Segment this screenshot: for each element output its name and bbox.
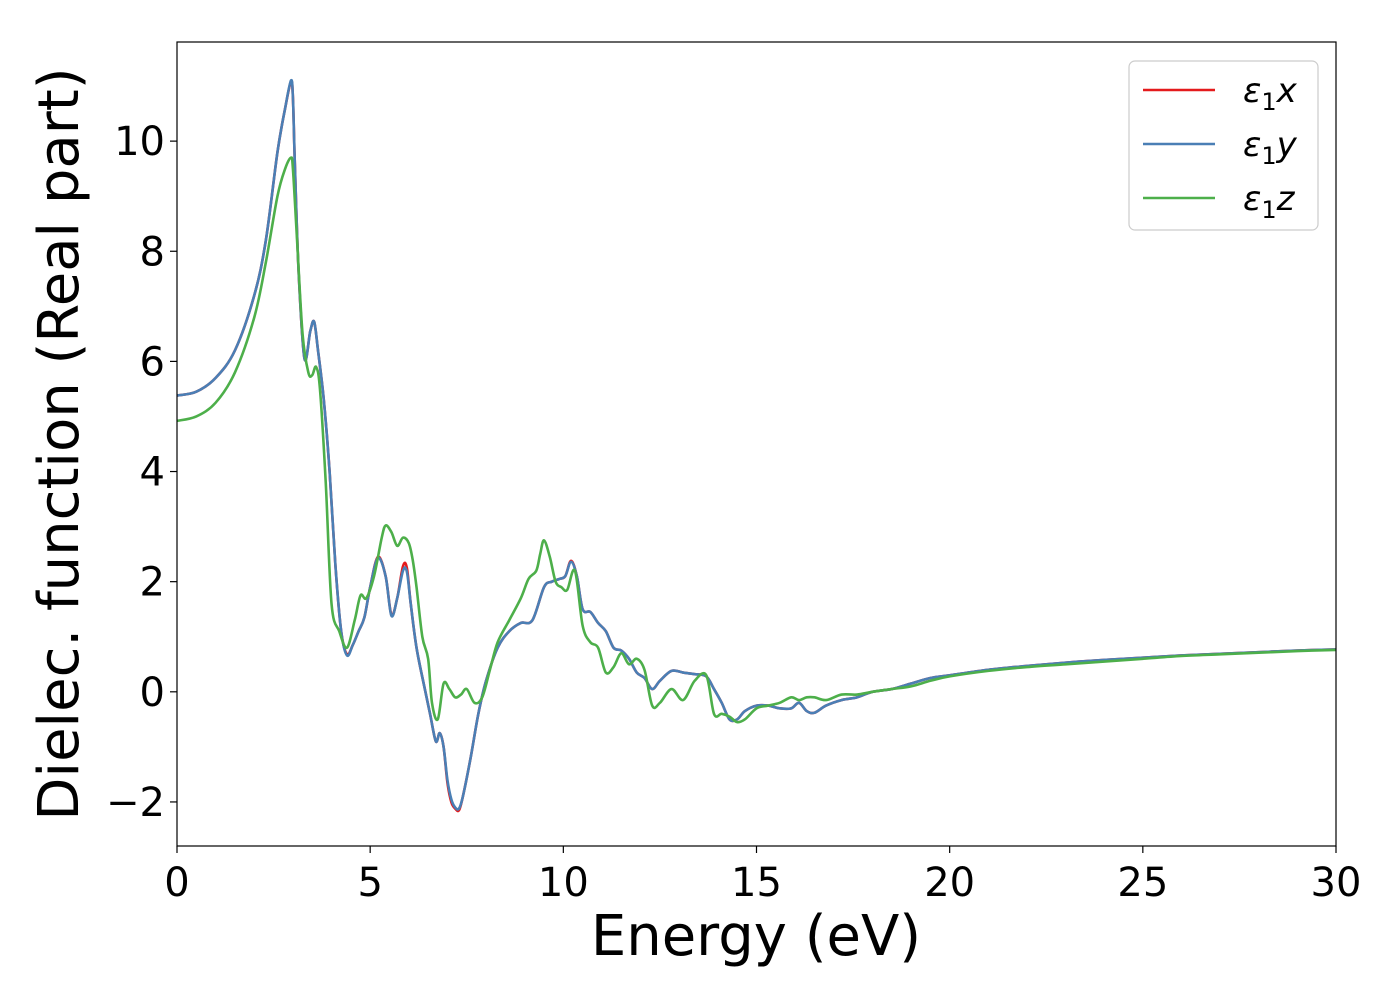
legend-label-y: ε1y: [1243, 125, 1298, 170]
y-tick-label: −2: [106, 780, 165, 826]
x-tick-label: 20: [924, 860, 975, 906]
x-tick-label: 30: [1311, 860, 1362, 906]
x-tick-label: 25: [1117, 860, 1168, 906]
legend-label-x: ε1x: [1243, 71, 1298, 116]
x-axis-title: Energy (eV): [591, 904, 921, 969]
x-tick-label: 5: [357, 860, 382, 906]
y-tick-label: 8: [140, 229, 165, 275]
legend-box: [1128, 60, 1319, 231]
x-tick-label: 15: [731, 860, 782, 906]
y-axis-title: Dielec. function (Real part): [27, 67, 92, 820]
series-line-z: [177, 156, 1336, 724]
x-tick-label: 10: [538, 860, 589, 906]
y-tick-label: 6: [140, 339, 165, 385]
y-tick-label: 2: [140, 560, 165, 606]
legend-label-z: ε1z: [1243, 179, 1296, 224]
y-tick-label: 4: [140, 450, 165, 496]
x-tick-label: 0: [164, 860, 189, 906]
y-tick-label: 0: [140, 670, 165, 716]
y-axis: −2 0 2 4 6 8 10: [106, 119, 177, 826]
series-line-y: [177, 78, 1336, 811]
x-axis: 0 5 10 15 20 25 30: [164, 846, 1361, 906]
series-layer: [177, 78, 1336, 813]
legend: ε1x ε1y ε1z: [1128, 60, 1319, 231]
y-tick-label: 10: [114, 119, 165, 165]
